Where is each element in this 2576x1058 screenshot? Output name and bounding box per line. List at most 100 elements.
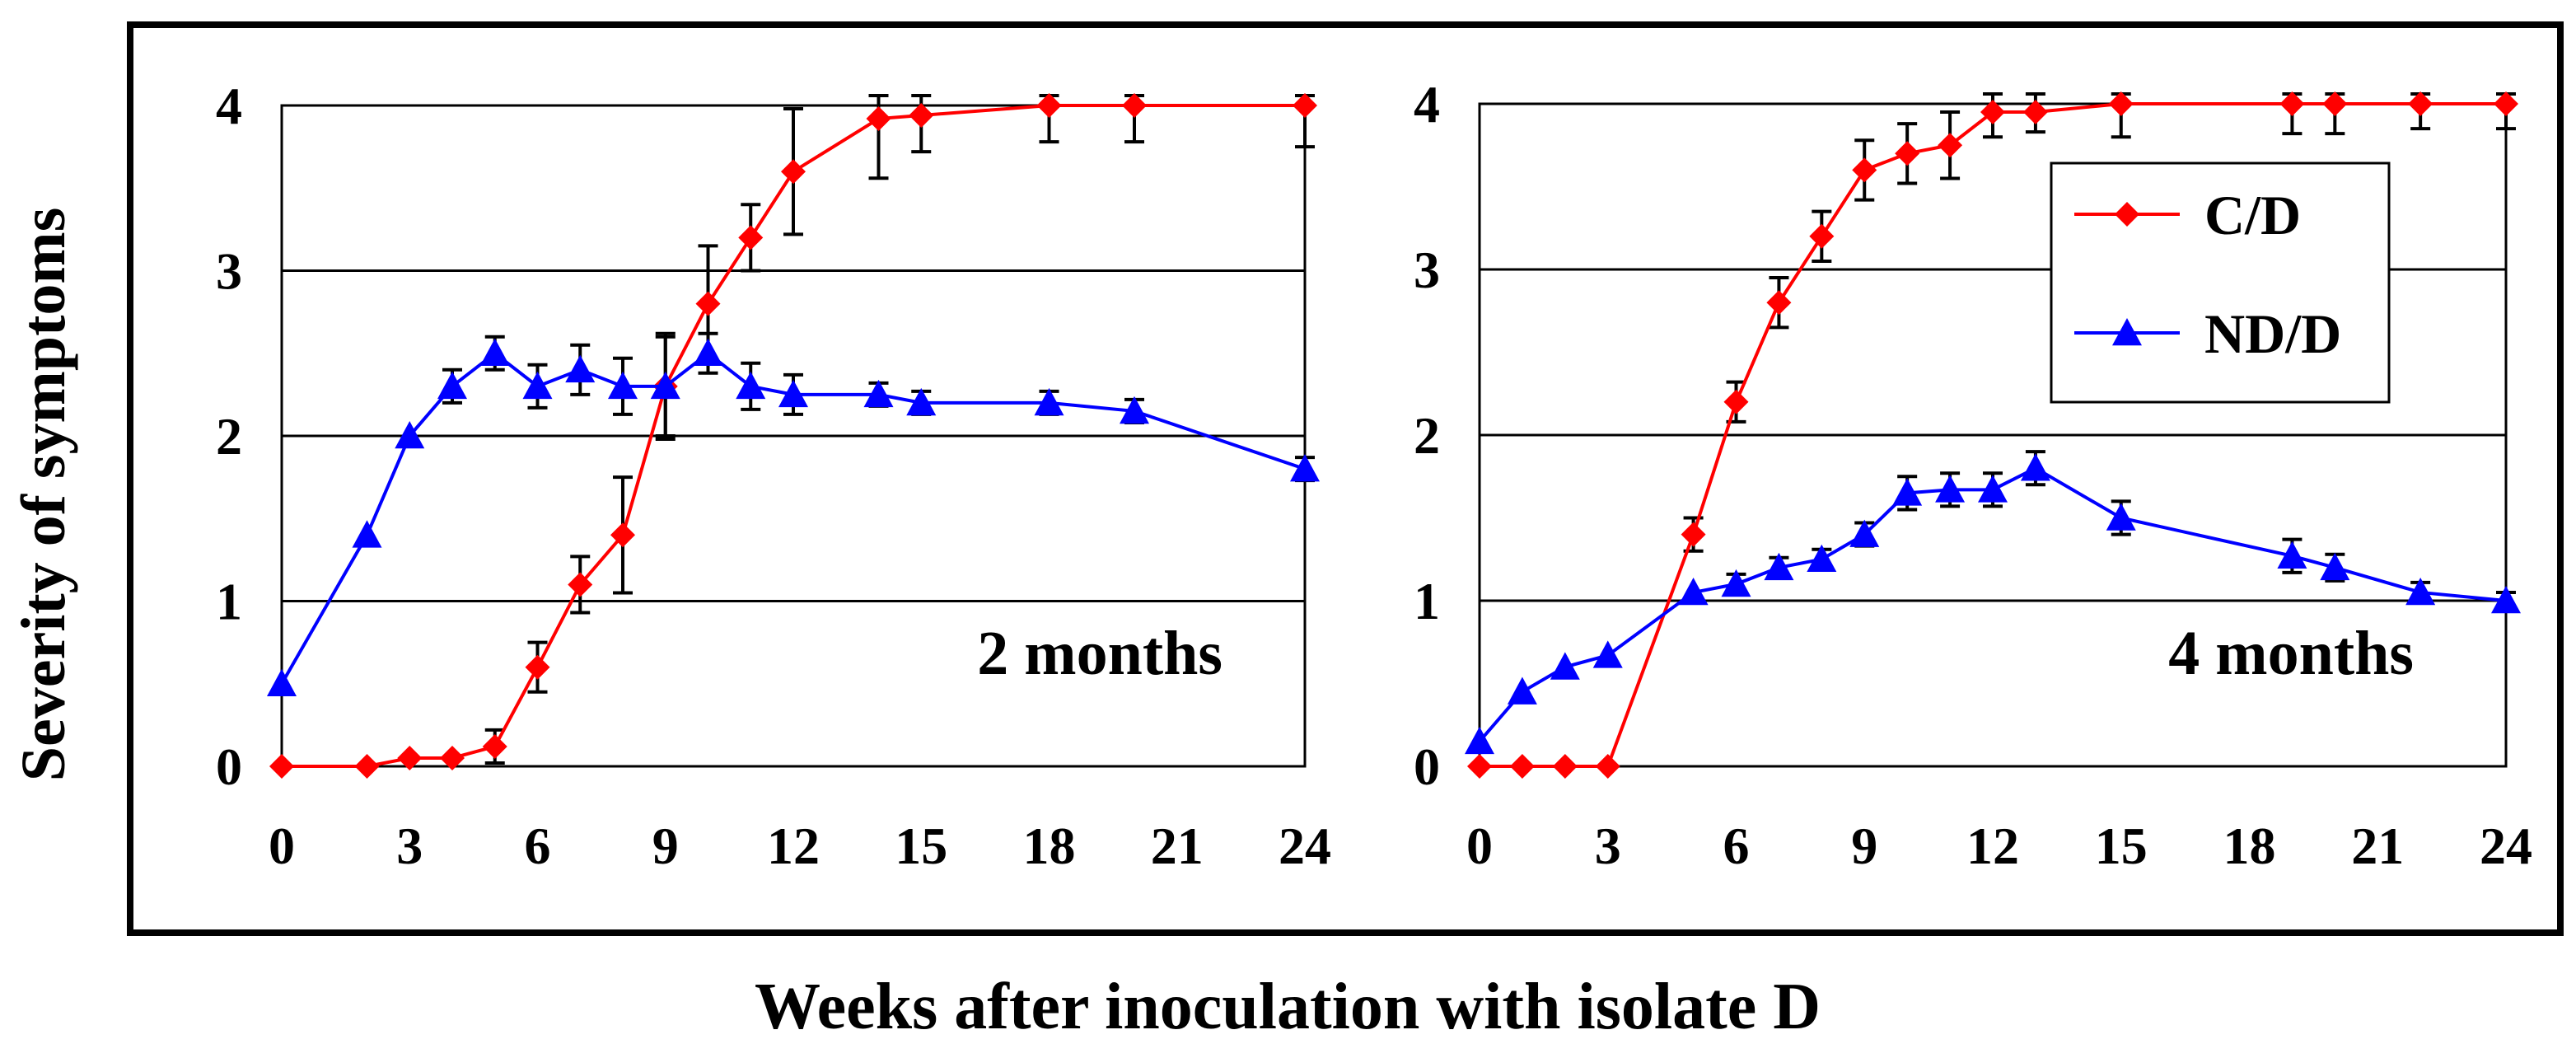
series-nd-d: [267, 331, 1320, 697]
panel-label: 4 months: [2168, 619, 2414, 688]
x-axis-title: Weeks after inoculation with isolate D: [755, 971, 1821, 1043]
x-tick-label-21: 21: [1151, 817, 1204, 875]
x-tick-label-12: 12: [1966, 817, 2019, 875]
data-point-c-d: [568, 572, 593, 597]
data-point-nd-d: [1935, 475, 1966, 503]
x-tick-label-3: 3: [396, 817, 423, 875]
data-point-nd-d: [2277, 541, 2307, 569]
data-point-nd-d: [352, 520, 382, 548]
legend-label-nd-d: ND/D: [2204, 302, 2341, 365]
y-tick-label-0: 0: [216, 737, 242, 796]
data-point-nd-d: [608, 371, 638, 400]
data-point-c-d: [1938, 133, 1963, 158]
legend-box: [2050, 162, 2391, 404]
x-tick-label-18: 18: [2223, 817, 2276, 875]
data-point-c-d: [1467, 754, 1492, 779]
data-point-nd-d: [565, 354, 596, 383]
y-tick-label-4: 4: [1414, 75, 1440, 133]
x-tick-label-0: 0: [269, 817, 295, 875]
data-point-c-d: [525, 654, 550, 680]
data-point-nd-d: [1120, 396, 1149, 424]
data-point-c-d: [738, 225, 764, 250]
data-point-c-d: [1293, 93, 1317, 118]
data-point-c-d: [2022, 100, 2048, 125]
data-point-c-d: [2279, 91, 2305, 116]
data-point-nd-d: [437, 371, 467, 400]
series-nd-d: [1465, 450, 2521, 755]
panel-label: 2 months: [977, 619, 1223, 688]
data-point-nd-d: [736, 371, 766, 400]
legend-marker-c-d: [2115, 202, 2139, 227]
x-tick-label-24: 24: [1279, 817, 1331, 875]
data-point-c-d: [1980, 100, 2005, 125]
data-point-c-d: [440, 745, 465, 770]
data-point-c-d: [1723, 389, 1749, 414]
y-tick-label-4: 4: [216, 77, 242, 135]
data-point-nd-d: [1465, 726, 1494, 755]
data-point-c-d: [866, 106, 891, 132]
x-tick-label-18: 18: [1023, 817, 1076, 875]
data-point-c-d: [1852, 157, 1877, 183]
series-c-d: [1467, 91, 2518, 779]
y-tick-label-1: 1: [216, 573, 242, 631]
data-point-nd-d: [1807, 544, 1837, 573]
data-point-c-d: [2108, 91, 2134, 116]
data-point-c-d: [482, 733, 507, 759]
legend-label-c-d: C/D: [2204, 184, 2301, 246]
data-point-nd-d: [1764, 552, 1794, 581]
data-point-c-d: [1809, 223, 1835, 249]
x-tick-label-6: 6: [1723, 817, 1750, 875]
data-point-c-d: [781, 159, 806, 185]
legend-marker-nd-d: [2112, 318, 2142, 346]
data-point-nd-d: [778, 379, 808, 408]
x-tick-label-15: 15: [2095, 817, 2148, 875]
data-point-nd-d: [1721, 569, 1751, 597]
data-point-c-d: [1595, 754, 1620, 779]
data-point-c-d: [1509, 754, 1535, 779]
data-point-nd-d: [1892, 478, 1923, 506]
y-tick-label-1: 1: [1414, 572, 1440, 630]
data-point-nd-d: [479, 338, 510, 367]
legend: C/D ND/D: [2050, 162, 2391, 404]
y-tick-label-0: 0: [1414, 737, 1440, 796]
data-point-c-d: [1766, 290, 1792, 316]
data-point-nd-d: [2020, 453, 2050, 481]
data-point-c-d: [354, 754, 380, 779]
data-point-c-d: [1895, 141, 1920, 166]
data-point-c-d: [1681, 522, 1706, 547]
data-point-nd-d: [2405, 577, 2436, 606]
data-point-c-d: [1036, 93, 1062, 118]
data-point-nd-d: [863, 379, 894, 408]
data-point-c-d: [610, 522, 635, 548]
data-point-c-d: [909, 103, 934, 129]
data-point-nd-d: [1507, 676, 1537, 705]
data-point-c-d: [269, 754, 294, 779]
data-point-nd-d: [1290, 454, 1320, 482]
data-point-nd-d: [1550, 652, 1580, 680]
y-tick-label-3: 3: [1414, 241, 1440, 299]
y-tick-label-2: 2: [1414, 406, 1440, 465]
x-tick-label-15: 15: [895, 817, 947, 875]
data-point-c-d: [397, 745, 423, 770]
data-point-c-d: [695, 291, 721, 316]
x-tick-label-0: 0: [1466, 817, 1493, 875]
x-tick-label-24: 24: [2480, 817, 2532, 875]
data-point-nd-d: [2106, 503, 2136, 531]
data-point-nd-d: [2491, 586, 2521, 614]
data-point-nd-d: [1592, 640, 1623, 668]
data-point-nd-d: [1978, 475, 2008, 503]
data-point-c-d: [2408, 91, 2433, 116]
x-tick-label-6: 6: [525, 817, 551, 875]
data-point-c-d: [1552, 754, 1578, 779]
data-point-c-d: [2494, 91, 2518, 116]
data-point-nd-d: [1034, 387, 1064, 416]
x-tick-label-9: 9: [652, 817, 679, 875]
data-point-nd-d: [1678, 577, 1709, 606]
data-point-nd-d: [267, 668, 297, 697]
data-point-nd-d: [693, 338, 723, 367]
y-tick-label-2: 2: [216, 407, 242, 466]
data-point-nd-d: [2320, 552, 2350, 581]
x-tick-label-3: 3: [1595, 817, 1621, 875]
data-point-nd-d: [395, 421, 425, 449]
